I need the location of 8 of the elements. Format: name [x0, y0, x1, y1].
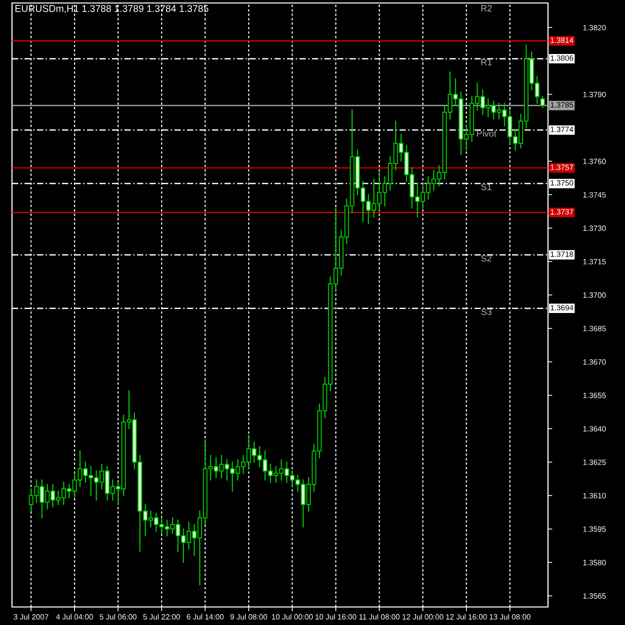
annotation: S1	[481, 184, 492, 190]
chart-title: EURUSDm,H1 1.3788 1.3789 1.3784 1.3785	[15, 5, 208, 14]
annotation: S3	[481, 308, 492, 315]
annotation: R1	[481, 59, 492, 66]
candlestick	[540, 96, 545, 108]
annotation: S2	[481, 255, 492, 262]
annotation: R2	[481, 5, 492, 12]
annotation: Pivot	[477, 130, 496, 137]
